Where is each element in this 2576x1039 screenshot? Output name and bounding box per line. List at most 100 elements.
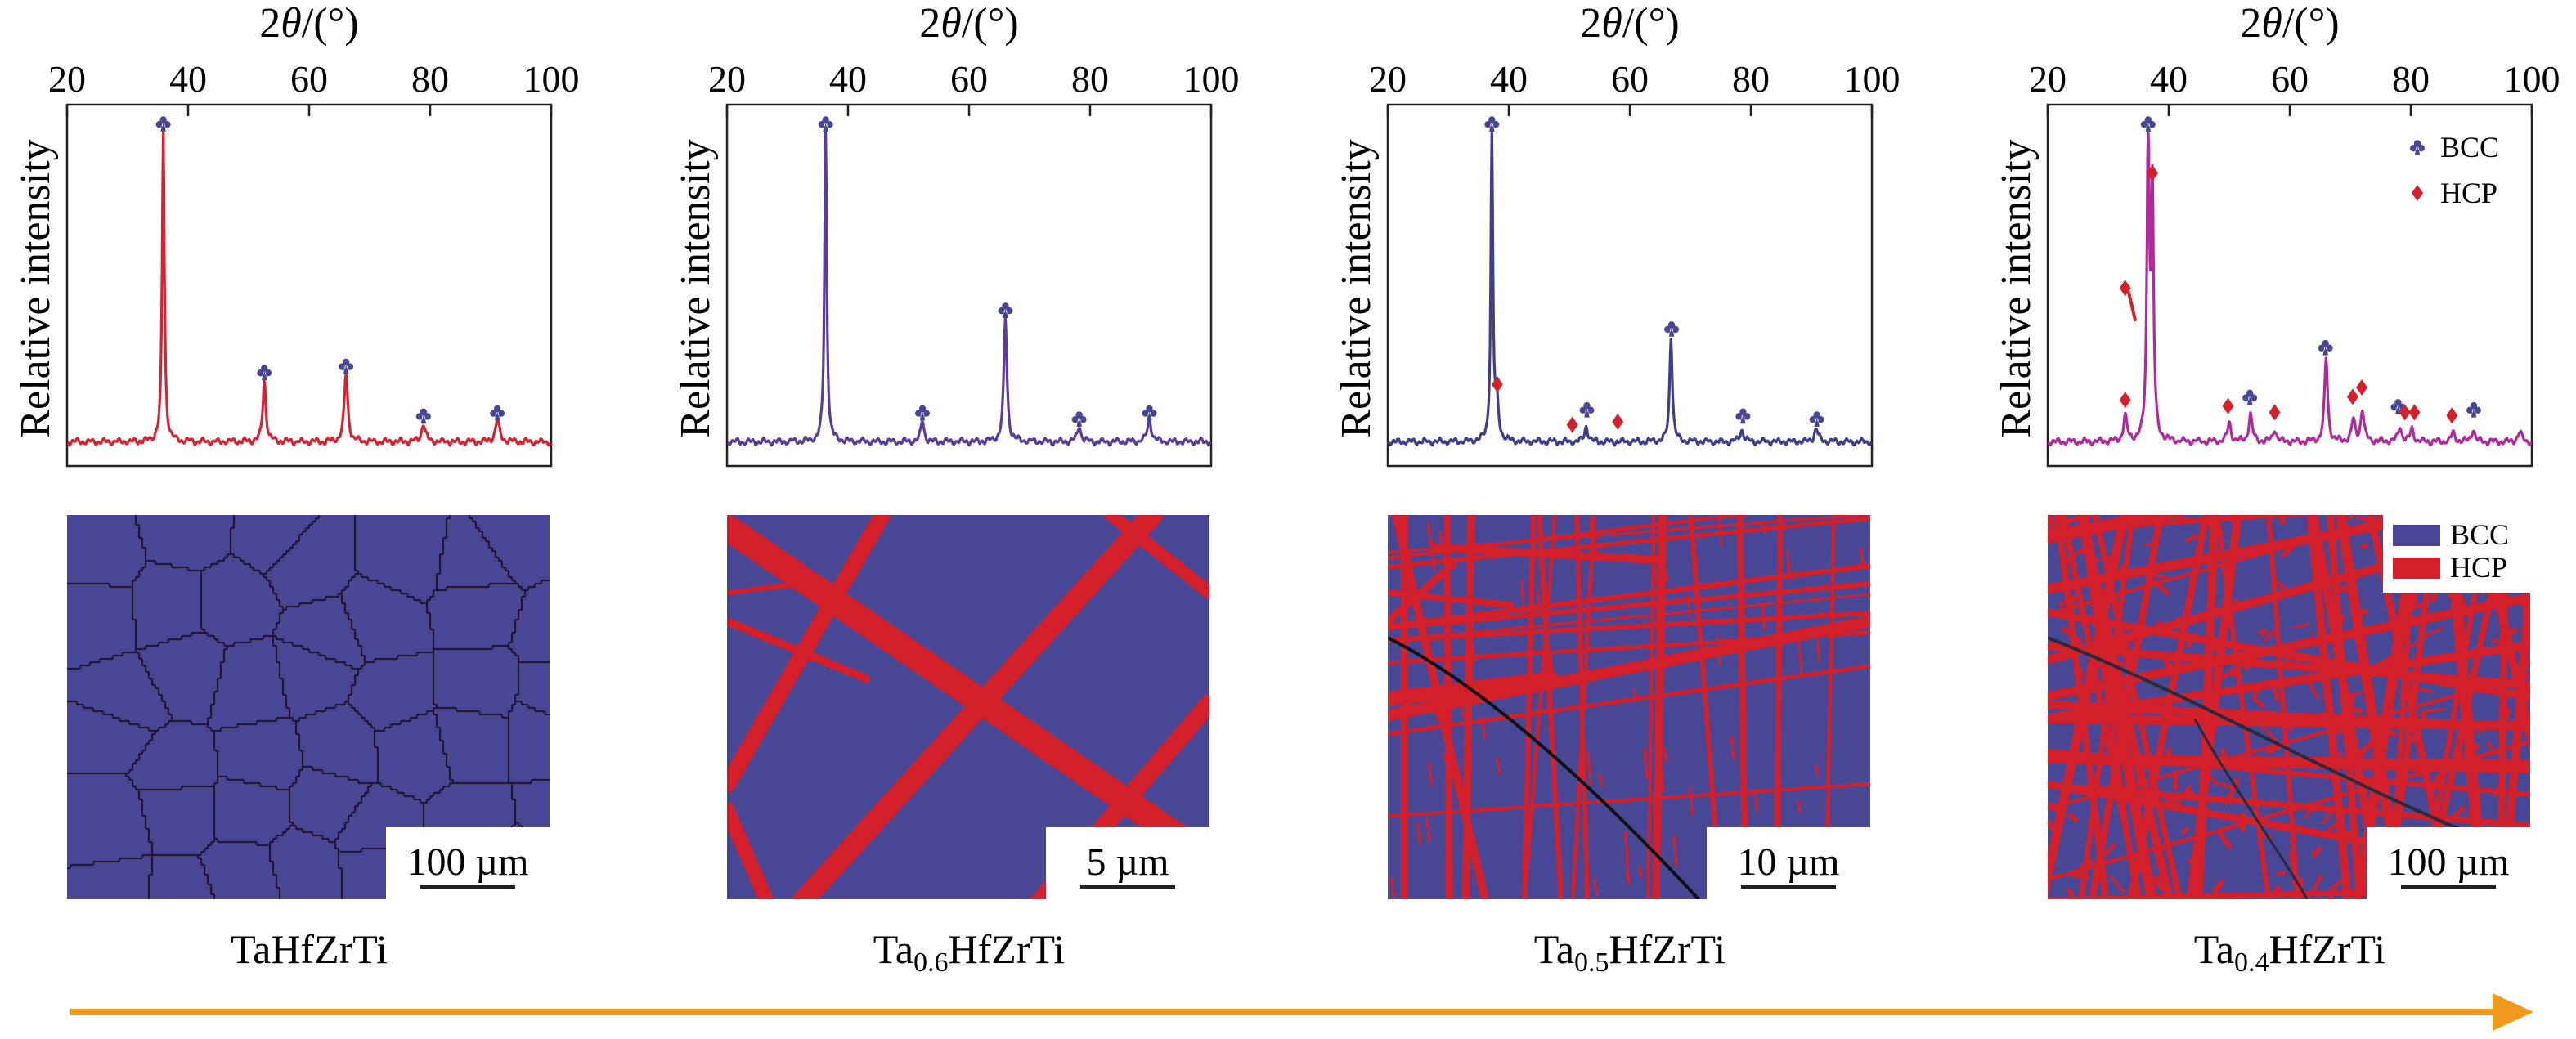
hcp-lath [1652,515,1663,899]
composition-label: Ta0.4HfZrTi [2194,926,2385,978]
hcp-lath [1814,764,1820,777]
bcc-peak-marker [257,365,272,380]
hcp-lath [2348,692,2356,708]
hcp-lath [2360,543,2368,549]
hcp-lath [2181,827,2189,835]
hcp-lath [2048,592,2530,701]
hcp-lath [2062,702,2067,707]
hcp-lath [1388,516,1870,569]
hcp-lath [1460,698,1465,719]
y-axis-label: Relative intensity [12,139,59,437]
hcp-lath [1859,547,1865,567]
hcp-lath [1525,675,1531,702]
scale-bar-box [2367,827,2530,905]
hcp-lath [2103,842,2116,856]
hcp-lath [2228,777,2240,798]
panel-1: 2θ/(°) 20 40 60 80 100 Relative intensity 100 µ… [12,0,580,972]
hcp-lath [1761,523,1767,535]
hcp-lath [2058,597,2071,607]
hcp-lath [2430,772,2443,791]
hcp-lath [2281,540,2299,558]
hcp-lath [2306,515,2352,899]
hcp-lath [2170,616,2181,628]
hcp-lath [2164,795,2176,804]
hcp-lath [2048,802,2060,813]
hcp-lath [2405,735,2424,746]
hcp-lath [2271,681,2280,701]
hcp-lath [2336,826,2357,838]
x-tick-label: 100 [1183,58,1240,100]
hcp-lath [1388,515,1750,561]
hcp-lath [2048,515,2161,540]
hcp-lath [2475,726,2488,734]
plot-frame [1386,103,1874,468]
legend-bcc-marker [2410,140,2425,155]
ebsd-phase-map: 5 µm [727,515,1209,905]
hcp-lath [1637,864,1643,878]
hcp-lath [1549,655,1555,690]
plot-frame [65,103,553,468]
bcc-peak-marker [1735,408,1751,424]
x-tick-label: 40 [2150,58,2188,100]
x-tick-label: 40 [1490,58,1528,100]
x-tick-label: 80 [1732,58,1770,100]
hcp-lath [2309,632,2313,636]
composition-trend-arrow [70,993,2533,1031]
xrd-pattern-line [66,130,552,447]
hcp-lath [2206,722,2218,744]
hcp-lath [2327,816,2346,833]
hcp-lath [2048,515,2101,528]
bcc-peak-marker [2466,401,2481,418]
hcp-lath [1522,515,1537,899]
hcp-lath [2186,639,2193,648]
x-axis-title: 2θ/(°) [1580,0,1679,47]
x-tick-label: 60 [290,58,328,100]
hcp-lath [1643,748,1649,779]
bcc-peak-marker [2140,116,2156,132]
hcp-lath [2084,856,2094,865]
legend-bcc-label: BCC [2440,131,2499,163]
bcc-peak-marker [1809,411,1824,427]
hcp-lath [1523,515,1557,899]
hcp-lath [2259,628,2268,637]
x-tick-label: 60 [2271,58,2309,100]
hcp-lath [2307,680,2319,699]
hcp-lath [2248,755,2262,764]
bcc-peak-marker [2318,339,2333,356]
hcp-lath [2238,651,2248,665]
x-tick-label: 80 [1071,58,1109,100]
hcp-lath [2223,665,2239,678]
hcp-lath [2067,813,2079,823]
bcc-peak-marker [2242,389,2258,405]
hcp-lath [2341,701,2354,719]
hcp-lath [2356,515,2376,524]
hcp-lath [2048,781,2530,829]
hcp-lath [1438,530,1444,546]
hcp-lath [1389,877,1395,898]
legend-hcp-label: HCP [2450,551,2507,584]
x-tick-label: 100 [1844,58,1901,100]
hcp-lath [2054,700,2067,708]
hcp-peak-marker [2356,379,2368,396]
hcp-lath [2417,635,2425,657]
hcp-lath [2080,863,2089,880]
composition-label: Ta0.5HfZrTi [1534,926,1726,978]
hcp-lath [2426,708,2445,713]
hcp-lath [727,578,828,595]
hcp-lath [2114,643,2131,649]
hcp-lath [2264,885,2282,899]
x-tick-label: 20 [708,58,746,100]
hcp-lath [2205,651,2223,668]
scale-bar-label: 100 µm [2388,840,2510,884]
legend-bcc-swatch [2393,525,2440,546]
hcp-lath [2332,581,2348,593]
hcp-lath [2115,656,2132,670]
hcp-lath [2114,563,2126,577]
hcp-lath [2276,515,2287,525]
hcp-lath [2281,648,2292,665]
boundary-trace [2048,636,2530,860]
hcp-lath [2328,883,2337,899]
bcc-peak-marker [1484,116,1500,132]
hcp-lath [2511,746,2518,760]
